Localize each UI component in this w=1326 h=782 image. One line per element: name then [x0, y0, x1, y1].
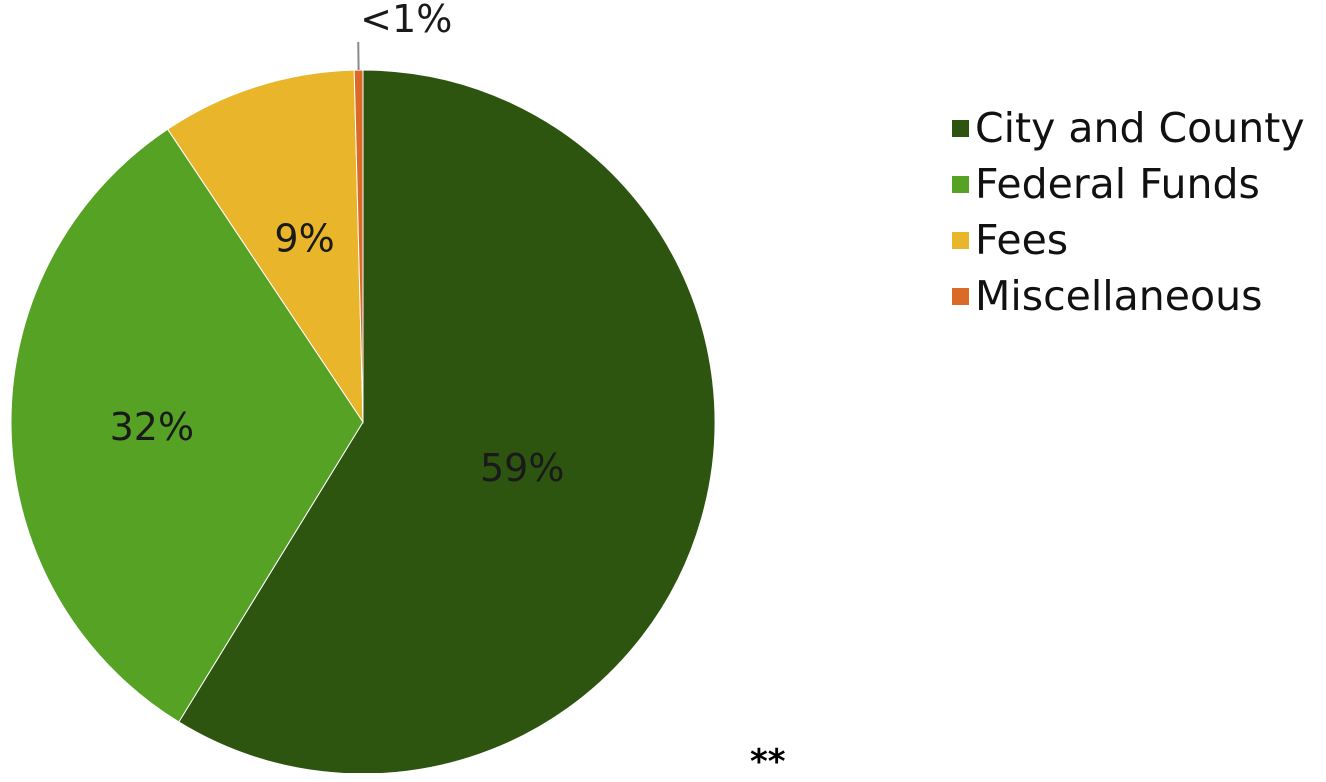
legend-swatch-federal-funds	[952, 176, 969, 193]
legend-item-federal-funds: Federal Funds	[952, 156, 1305, 212]
legend-label-city-and-county: City and County	[975, 104, 1305, 152]
data-label-city-and-county: 59%	[480, 446, 564, 490]
data-label-fees: 9%	[274, 216, 334, 260]
data-label-federal-funds: 32%	[110, 405, 194, 449]
legend-item-fees: Fees	[952, 212, 1305, 268]
legend-swatch-city-and-county	[952, 120, 969, 137]
legend-item-miscellaneous: Miscellaneous	[952, 268, 1305, 324]
legend-swatch-fees	[952, 232, 969, 249]
legend-item-city-and-county: City and County	[952, 100, 1305, 156]
legend-label-miscellaneous: Miscellaneous	[975, 272, 1262, 320]
data-label-miscellaneous: <1%	[360, 0, 452, 41]
legend-label-federal-funds: Federal Funds	[975, 160, 1260, 208]
legend-swatch-miscellaneous	[952, 288, 969, 305]
footnote-marker: **	[750, 742, 786, 782]
legend: City and County Federal Funds Fees Misce…	[952, 100, 1305, 324]
legend-label-fees: Fees	[975, 216, 1068, 264]
